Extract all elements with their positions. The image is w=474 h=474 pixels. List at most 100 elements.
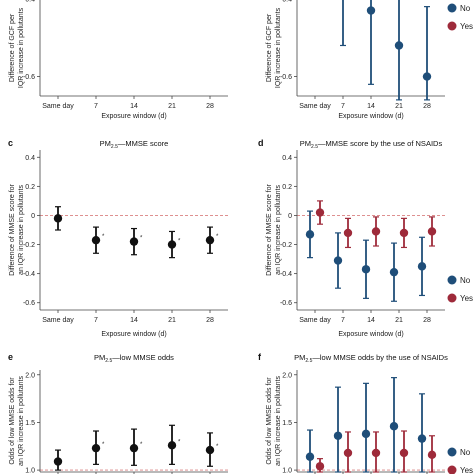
data-point [333,431,343,440]
x-tick-label: 14 [130,317,138,324]
y-axis-label: Odds of low MMSE odds for an IQR increase… [9,376,25,466]
panel-top-2: -0.4 -0.6 Same day 7 14 21 28 Exposure window (… [266,0,473,120]
legend-marker-no [447,3,457,13]
data-point [305,230,315,239]
significance-mark: * [102,234,105,240]
data-point [91,443,101,453]
x-tick-label: 28 [206,317,214,324]
panel-e: 2.01.51.0Same day7142128Odds of low MMSE… [8,352,228,474]
y-tick-label: 0 [288,213,292,220]
data-point [417,262,427,271]
x-tick-label: Same day [42,103,74,110]
y-tick-label: -0.4 [280,0,292,3]
legend-label-yes: Yes [460,22,473,31]
y-axis-label: Difference of MMSE score for an IQR incre… [266,183,282,275]
x-tick-label: 21 [395,317,403,324]
data-point [427,450,437,460]
data-point [366,6,376,15]
legend-marker-no [447,447,457,457]
y-tick-label: 0.2 [282,184,292,191]
y-axis-label: Difference of GCF per IQR increase in pol… [9,7,25,88]
data-point [389,267,399,277]
y-tick-label: -0.2 [280,242,292,249]
panel-title: PM2.5—low MMSE odds [94,353,174,364]
significance-mark: * [216,234,219,240]
data-point [205,445,215,455]
y-tick-label: -0.4 [23,0,35,3]
panel-title: PM2.5—MMSE score by the use of NSAIDs [300,139,443,150]
y-tick-label: 2.0 [25,372,35,379]
legend-marker-yes [447,21,457,31]
x-axis-label: Exposure window (d) [101,331,166,338]
y-tick-label: 0 [31,213,35,220]
data-point [371,227,381,236]
significance-mark: * [216,444,219,450]
data-point [53,457,63,466]
legend-label-no: No [460,4,471,13]
panel-letter: c [8,138,13,148]
x-tick-label: 14 [367,317,375,324]
x-tick-label: 7 [341,317,345,324]
x-tick-label: 7 [94,317,98,324]
data-point [333,256,343,265]
data-point [417,434,427,443]
panel-d: 0.4 0.2 0 -0.2 -0.4 -0.6 Same day 7 14 21 28 Exposu… [258,138,473,338]
data-point [53,214,63,223]
y-axis-label: Difference of GCF per IQR increase in pol… [266,7,282,88]
legend-label-no: No [460,276,471,285]
data-point [361,265,371,274]
x-axis-label: Exposure window (d) [338,113,403,120]
x-tick-label: 7 [94,103,98,110]
data-point [399,448,409,458]
x-tick-label: Same day [42,317,74,324]
y-axis-label: Difference of MMSE score for an IQR incre… [9,183,25,275]
panel-letter: d [258,138,264,148]
significance-mark: * [178,439,181,445]
significance-mark: * [178,239,181,245]
x-axis-label: Exposure window (d) [101,113,166,120]
y-tick-label: -0.6 [280,74,292,81]
data-point [371,448,381,458]
data-point [167,240,177,249]
x-tick-label: 28 [423,317,431,324]
data-point [361,429,371,439]
y-tick-label: 0.2 [25,184,35,191]
y-tick-label: 0.4 [25,155,35,162]
x-tick-label: Same day [299,103,331,110]
y-tick-label: 1.5 [282,420,292,427]
y-tick-label: -0.6 [280,300,292,307]
panel-letter: f [258,352,262,362]
panel-letter: e [8,352,13,362]
y-tick-label: 2.0 [282,372,292,379]
y-tick-label: 1.5 [25,420,35,427]
data-point [129,443,139,453]
data-point [315,208,325,217]
data-point [427,227,437,236]
y-tick-label: -0.6 [23,300,35,307]
legend-marker-yes [447,293,457,303]
data-point [91,235,101,245]
data-point [389,422,399,431]
legend-marker-no [447,275,457,285]
data-point [422,72,432,81]
x-tick-label: 21 [395,103,403,110]
panel-c: 0.4 0.2 0 -0.2 -0.4 -0.6 Same day 7 14 21 28 Exposu… [8,138,228,338]
x-tick-label: 7 [341,103,345,110]
legend-label-yes: Yes [460,466,473,474]
data-point [343,228,353,238]
y-tick-label: 1.0 [25,468,35,474]
data-point [315,462,325,471]
x-tick-label: Same day [299,317,331,324]
panel-title: PM2.5—MMSE score [100,139,169,150]
x-tick-label: 21 [168,317,176,324]
x-tick-label: 28 [423,103,431,110]
panel-f: 2.01.51.0Same day7142128Odds of low MMSE… [258,352,473,474]
data-point [399,228,409,238]
y-tick-label: -0.2 [23,242,35,249]
data-point [394,41,404,50]
x-axis-label: Exposure window (d) [338,331,403,338]
x-tick-label: 14 [367,103,375,110]
panel-title: PM2.5—low MMSE odds by the use of NSAIDs [294,353,448,364]
y-tick-label: -0.6 [23,74,35,81]
